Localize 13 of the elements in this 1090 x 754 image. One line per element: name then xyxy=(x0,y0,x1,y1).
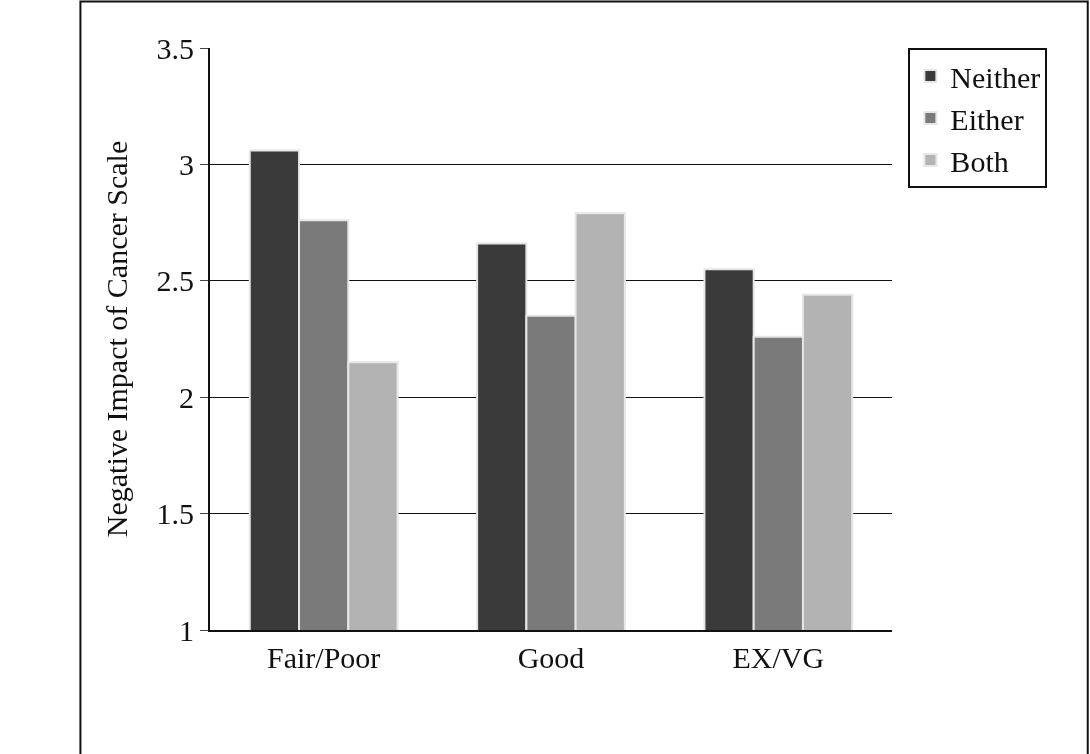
y-tick-label: 3.5 xyxy=(156,31,194,65)
y-axis-title: Negative Impact of Cancer Scale xyxy=(100,140,133,538)
x-tick-label: Good xyxy=(517,641,585,674)
y-tick-label: 3 xyxy=(179,147,194,181)
y-tick-label: 2 xyxy=(179,380,194,414)
legend-label: Neither xyxy=(950,60,1041,94)
x-tick-label: EX/VG xyxy=(732,641,825,674)
y-tick-label: 1 xyxy=(179,613,194,647)
legend-label: Either xyxy=(950,102,1024,136)
x-tick-label: Fair/Poor xyxy=(267,641,381,674)
y-tick-label: 1.5 xyxy=(156,497,194,531)
legend-label: Both xyxy=(950,144,1009,178)
y-tick-label: 2.5 xyxy=(156,264,194,298)
